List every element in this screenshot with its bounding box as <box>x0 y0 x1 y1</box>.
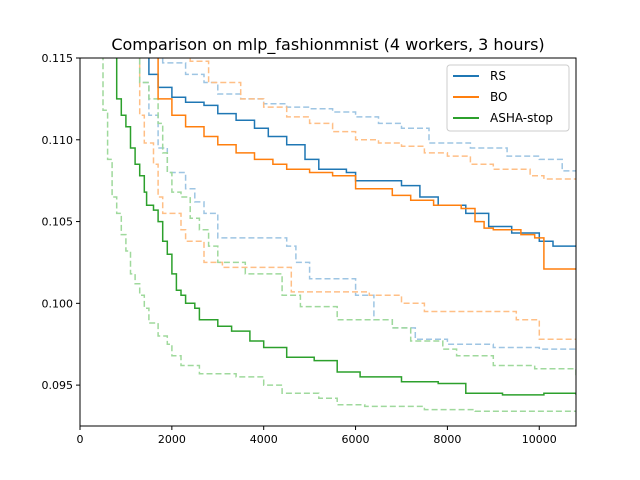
legend: RS BO ASHA-stop <box>446 64 570 132</box>
y-tick-label: 0.100 <box>42 297 74 310</box>
y-tick-label: 0.115 <box>42 52 74 65</box>
y-tick-label: 0.095 <box>42 379 74 392</box>
y-tick-label: 0.110 <box>42 134 74 147</box>
y-tick-label: 0.105 <box>42 216 74 229</box>
series-bo-lower-band <box>138 58 576 341</box>
series-bo-upper-band <box>189 58 576 180</box>
legend-box <box>446 64 570 132</box>
axes-frame <box>79 57 577 427</box>
legend-label-rs: RS <box>490 69 506 83</box>
series-asha-stop-line <box>115 58 576 396</box>
y-axis: 0.095 0.100 0.105 0.110 0.115 <box>42 52 80 392</box>
series-bo-line <box>157 58 576 270</box>
plot-area <box>102 58 576 413</box>
x-tick-label: 2000 <box>158 433 186 446</box>
x-tick-label: 4000 <box>250 433 278 446</box>
series-rs-line <box>148 58 576 247</box>
x-tick-label: 6000 <box>342 433 370 446</box>
x-tick-label: 8000 <box>433 433 461 446</box>
x-tick-label: 10000 <box>522 433 557 446</box>
x-tick-label: 0 <box>77 433 84 446</box>
x-axis: 0 2000 4000 6000 8000 10000 <box>77 426 557 446</box>
series-asha-stop-lower-band <box>102 58 576 413</box>
chart-title: Comparison on mlp_fashionmnist (4 worker… <box>111 35 544 55</box>
legend-label-bo: BO <box>490 90 507 104</box>
legend-label-asha-stop: ASHA-stop <box>490 111 553 125</box>
series-rs-upper-band <box>161 58 576 172</box>
series-asha-stop-upper-band <box>138 58 576 376</box>
